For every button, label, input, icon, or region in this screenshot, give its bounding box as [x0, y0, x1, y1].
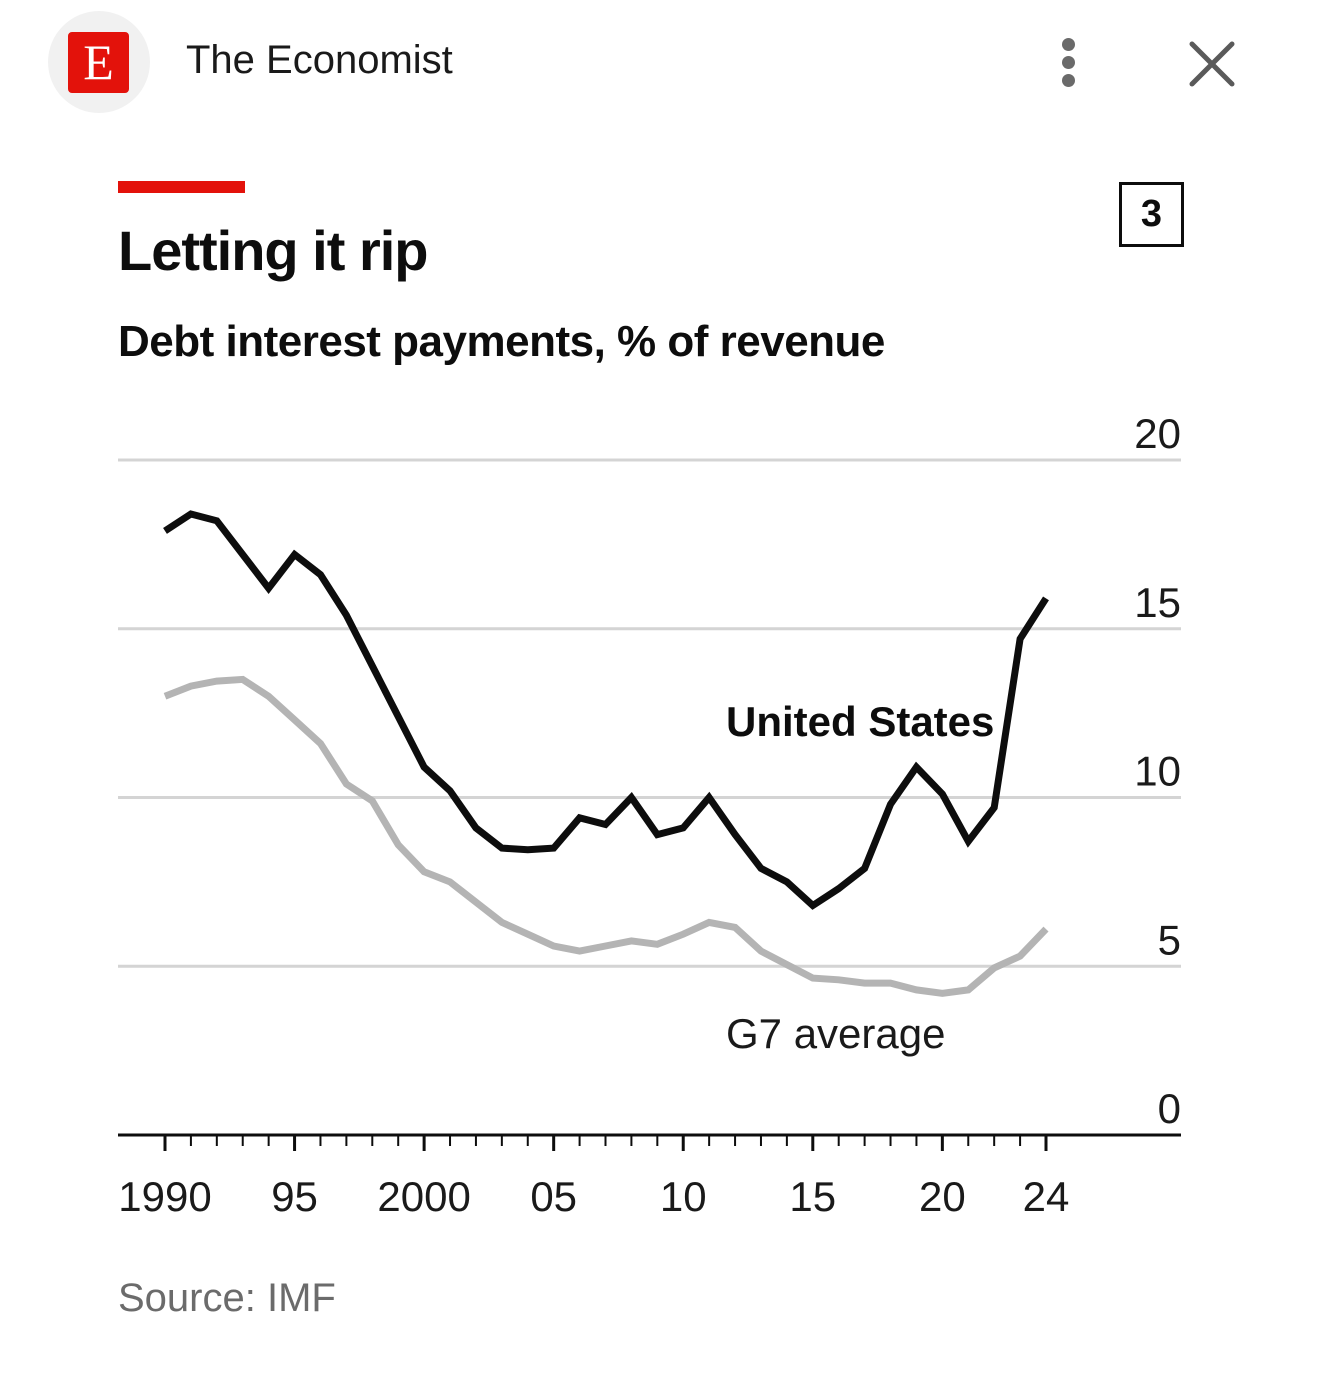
series-label-g7-average: G7 average	[726, 1010, 945, 1057]
series-label-united-states: United States	[726, 698, 994, 745]
y-tick-label: 0	[1158, 1085, 1181, 1132]
close-icon[interactable]	[1186, 38, 1238, 90]
more-vertical-icon[interactable]	[1052, 36, 1086, 90]
x-tick-label: 15	[789, 1173, 836, 1220]
app-header: E The Economist	[0, 0, 1320, 120]
x-tick-label: 20	[919, 1173, 966, 1220]
x-tick-label: 2000	[377, 1173, 470, 1220]
app-logo-badge: E	[48, 11, 150, 113]
series-g7-line	[163, 675, 1049, 997]
chart-subtitle: Debt interest payments, % of revenue	[118, 317, 885, 366]
y-tick-label: 5	[1158, 916, 1181, 963]
x-tick-label: 10	[660, 1173, 707, 1220]
chart-title: Letting it rip	[118, 219, 429, 282]
chart-number-badge: 3	[1119, 182, 1184, 247]
chart-source: Source: IMF	[118, 1276, 336, 1320]
y-tick-label: 10	[1134, 748, 1181, 795]
x-tick-label: 95	[271, 1173, 318, 1220]
y-tick-label: 20	[1134, 410, 1181, 457]
y-tick-label: 15	[1134, 579, 1181, 626]
x-tick-label: 1990	[118, 1173, 211, 1220]
series-us-line	[163, 510, 1049, 910]
app-title: The Economist	[186, 38, 453, 82]
x-tick-label: 05	[530, 1173, 577, 1220]
x-tick-label: 24	[1023, 1173, 1070, 1220]
economist-logo: E	[68, 32, 129, 93]
brand-red-rule	[118, 181, 245, 193]
